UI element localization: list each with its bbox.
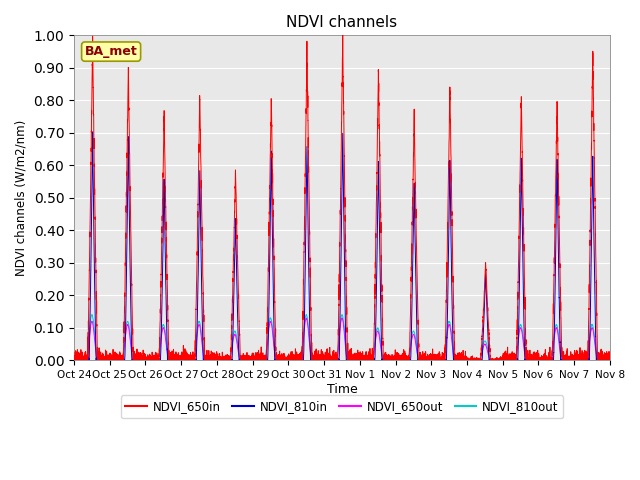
X-axis label: Time: Time (326, 383, 357, 396)
Text: BA_met: BA_met (84, 45, 138, 58)
Title: NDVI channels: NDVI channels (287, 15, 397, 30)
Legend: NDVI_650in, NDVI_810in, NDVI_650out, NDVI_810out: NDVI_650in, NDVI_810in, NDVI_650out, NDV… (121, 396, 563, 418)
Y-axis label: NDVI channels (W/m2/nm): NDVI channels (W/m2/nm) (15, 120, 28, 276)
